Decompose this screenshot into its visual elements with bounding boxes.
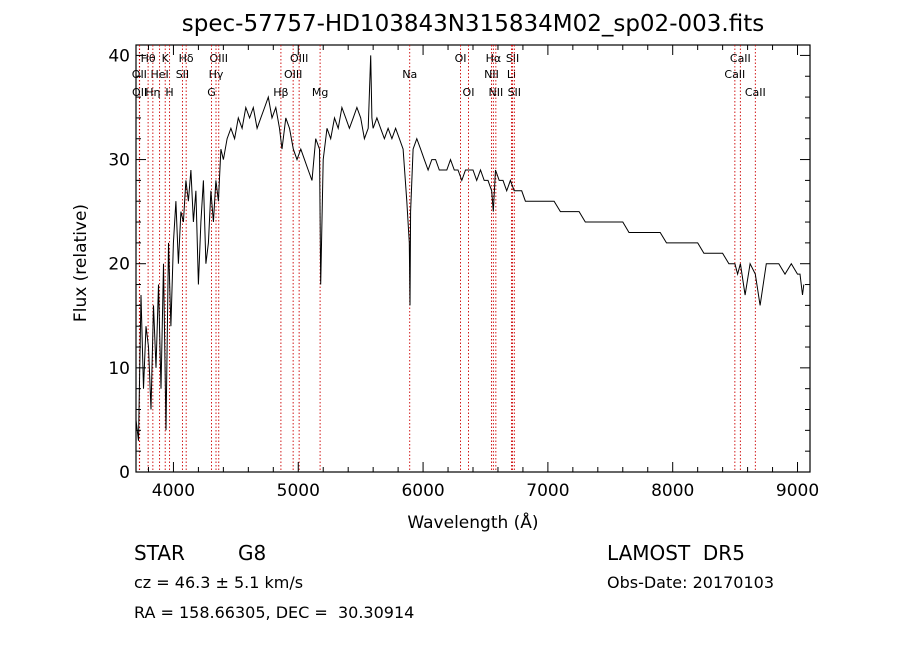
y-axis-label: Flux (relative) xyxy=(71,204,91,322)
marker-label: Hβ xyxy=(273,86,288,99)
marker-label: SII xyxy=(508,86,521,99)
marker-label: OIII xyxy=(290,52,308,65)
y-tick-label: 20 xyxy=(108,255,130,275)
x-tick-label: 7000 xyxy=(526,481,569,501)
x-axis-label: Wavelength (Å) xyxy=(407,511,538,533)
marker-label: SII xyxy=(506,52,519,65)
marker-label: Hη xyxy=(145,86,160,99)
marker-label: Li xyxy=(507,68,516,81)
object-class: STAR xyxy=(134,541,185,565)
marker-label: HeI xyxy=(150,68,168,81)
coordinates: RA = 158.66305, DEC = 30.30914 xyxy=(134,603,415,622)
x-tick-label: 6000 xyxy=(401,481,444,501)
observation-date: Obs-Date: 20170103 xyxy=(607,573,775,592)
marker-label: Hδ xyxy=(179,52,194,65)
marker-label: G xyxy=(207,86,216,99)
marker-label: SII xyxy=(176,68,189,81)
marker-label: OII xyxy=(132,86,147,99)
marker-label: Hθ xyxy=(141,52,156,65)
marker-label: K xyxy=(162,52,170,65)
marker-label: CaII xyxy=(745,86,766,99)
axis-ticks: 4000 5000 6000 7000 8000 9000 0 10 20 30 40 xyxy=(108,45,819,501)
x-tick-label: 9000 xyxy=(776,481,819,501)
redshift-cz: cz = 46.3 ± 5.1 km/s xyxy=(134,573,304,592)
marker-label: Mg xyxy=(312,86,328,99)
plot-frame xyxy=(135,44,811,473)
marker-label: OI xyxy=(463,86,475,99)
marker-label: Hγ xyxy=(209,68,224,81)
spectrum-line xyxy=(135,55,805,441)
y-tick-label: 40 xyxy=(108,46,130,66)
x-tick-label: 5000 xyxy=(277,481,320,501)
x-tick-label: 4000 xyxy=(152,481,195,501)
marker-label: Hα xyxy=(486,52,502,65)
y-tick-label: 30 xyxy=(108,151,130,171)
y-tick-label: 10 xyxy=(108,359,130,379)
survey-name: LAMOST DR5 xyxy=(607,541,745,565)
marker-label: CaII xyxy=(724,68,745,81)
object-subclass: G8 xyxy=(238,541,267,565)
marker-label: Na xyxy=(402,68,417,81)
chart-title: spec-57757-HD103843N315834M02_sp02-003.f… xyxy=(182,11,764,37)
marker-label: OIII xyxy=(210,52,228,65)
marker-label: NII xyxy=(488,86,503,99)
marker-label: NII xyxy=(484,68,499,81)
y-tick-label: 0 xyxy=(119,463,130,483)
marker-label: OIII xyxy=(284,68,302,81)
marker-label: H xyxy=(165,86,173,99)
x-tick-label: 8000 xyxy=(651,481,694,501)
marker-label: OI xyxy=(455,52,467,65)
marker-label: CaII xyxy=(730,52,751,65)
